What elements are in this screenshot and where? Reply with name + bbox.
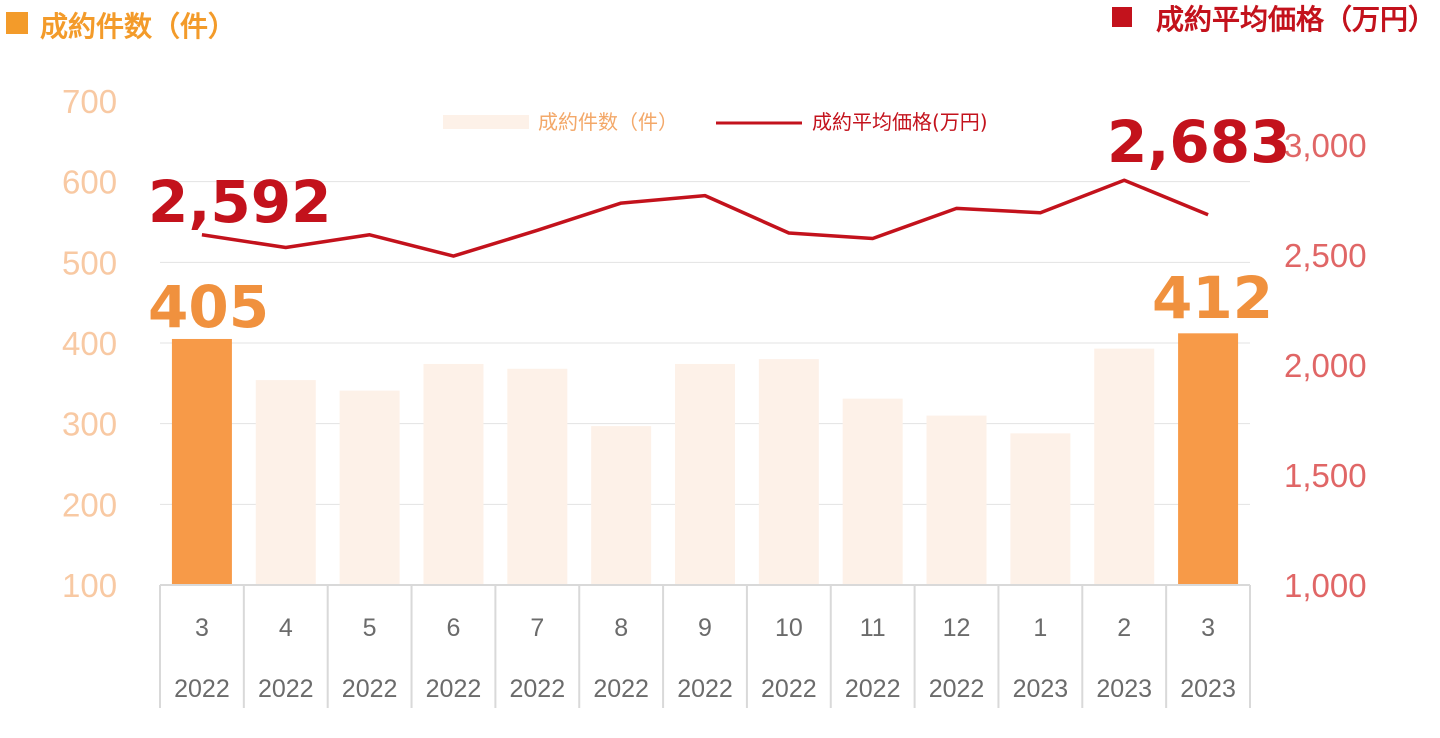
line-series [201, 178, 1209, 258]
x-month-label: 9 [698, 614, 712, 642]
bar [1178, 333, 1239, 585]
bar [255, 380, 316, 585]
x-month-label: 4 [279, 614, 293, 642]
x-month-label: 7 [530, 614, 544, 642]
right-tick-label: 2,000 [1284, 347, 1367, 384]
bar [1094, 348, 1155, 585]
last-price-label: 2,683 [1107, 108, 1290, 176]
bar [758, 359, 819, 585]
x-month-label: 12 [943, 614, 971, 642]
left-axis-title: 成約件数（件） [40, 10, 236, 43]
right-tick-label: 1,500 [1284, 457, 1367, 494]
x-year-label: 2022 [761, 675, 817, 703]
first-count-label: 405 [148, 273, 269, 341]
x-year-label: 2022 [342, 675, 398, 703]
left-tick-label: 600 [62, 164, 117, 201]
x-axis: 3 2022 4 2022 5 2022 6 2022 7 2022 8 2022 9 2022 10 202… [159, 584, 1251, 708]
first-price-label: 2,592 [148, 168, 331, 236]
legend-bar-label: 成約件数（件） [538, 110, 678, 134]
right-tick-label: 2,500 [1284, 237, 1367, 274]
right-tick-label: 1,000 [1284, 567, 1367, 604]
left-tick-label: 400 [62, 325, 117, 362]
bar [423, 363, 484, 585]
bar [507, 368, 568, 585]
right-title-square-icon [1112, 7, 1132, 27]
left-tick-label: 100 [62, 567, 117, 604]
bar [591, 426, 652, 585]
right-tick-label: 3,000 [1284, 127, 1367, 164]
x-year-label: 2022 [677, 675, 733, 703]
left-tick-label: 500 [62, 244, 117, 281]
price-line [201, 178, 1209, 258]
x-month-label: 11 [860, 614, 886, 642]
x-month-label: 8 [614, 614, 628, 642]
legend-bar-swatch [443, 115, 529, 129]
left-axis: 100 200 300 400 500 600 700 [62, 83, 117, 604]
x-month-label: 1 [1033, 614, 1047, 642]
x-month-label: 6 [447, 614, 461, 642]
bar [1010, 433, 1071, 585]
bar [926, 415, 987, 585]
x-year-label: 2022 [426, 675, 482, 703]
legend-line-label: 成約平均価格(万円) [812, 110, 988, 134]
x-year-label: 2022 [509, 675, 565, 703]
bar [675, 363, 735, 585]
x-month-label: 3 [1201, 614, 1215, 642]
left-tick-label: 300 [62, 406, 117, 443]
bar [842, 398, 903, 585]
bar-series [171, 333, 1239, 585]
x-year-label: 2023 [1013, 675, 1069, 703]
right-axis-title: 成約平均価格（万円） [1156, 3, 1436, 36]
x-year-label: 2023 [1180, 675, 1236, 703]
x-month-label: 10 [775, 614, 803, 642]
left-tick-label: 200 [62, 486, 117, 523]
left-tick-label: 700 [62, 83, 117, 120]
x-year-label: 2022 [929, 675, 985, 703]
legend: 成約件数（件） 成約平均価格(万円) [443, 110, 988, 134]
x-year-label: 2023 [1096, 675, 1152, 703]
bar [339, 390, 400, 585]
last-count-label: 412 [1152, 264, 1273, 332]
x-year-label: 2022 [174, 675, 230, 703]
x-year-label: 2022 [593, 675, 649, 703]
right-axis: 1,000 1,500 2,000 2,500 3,000 [1284, 127, 1367, 604]
x-month-label: 3 [195, 614, 209, 642]
bar [171, 338, 232, 585]
left-title-square-icon [6, 12, 28, 34]
x-year-label: 2022 [845, 675, 901, 703]
x-month-label: 2 [1117, 614, 1131, 642]
x-month-label: 5 [363, 614, 377, 642]
x-year-label: 2022 [258, 675, 314, 703]
